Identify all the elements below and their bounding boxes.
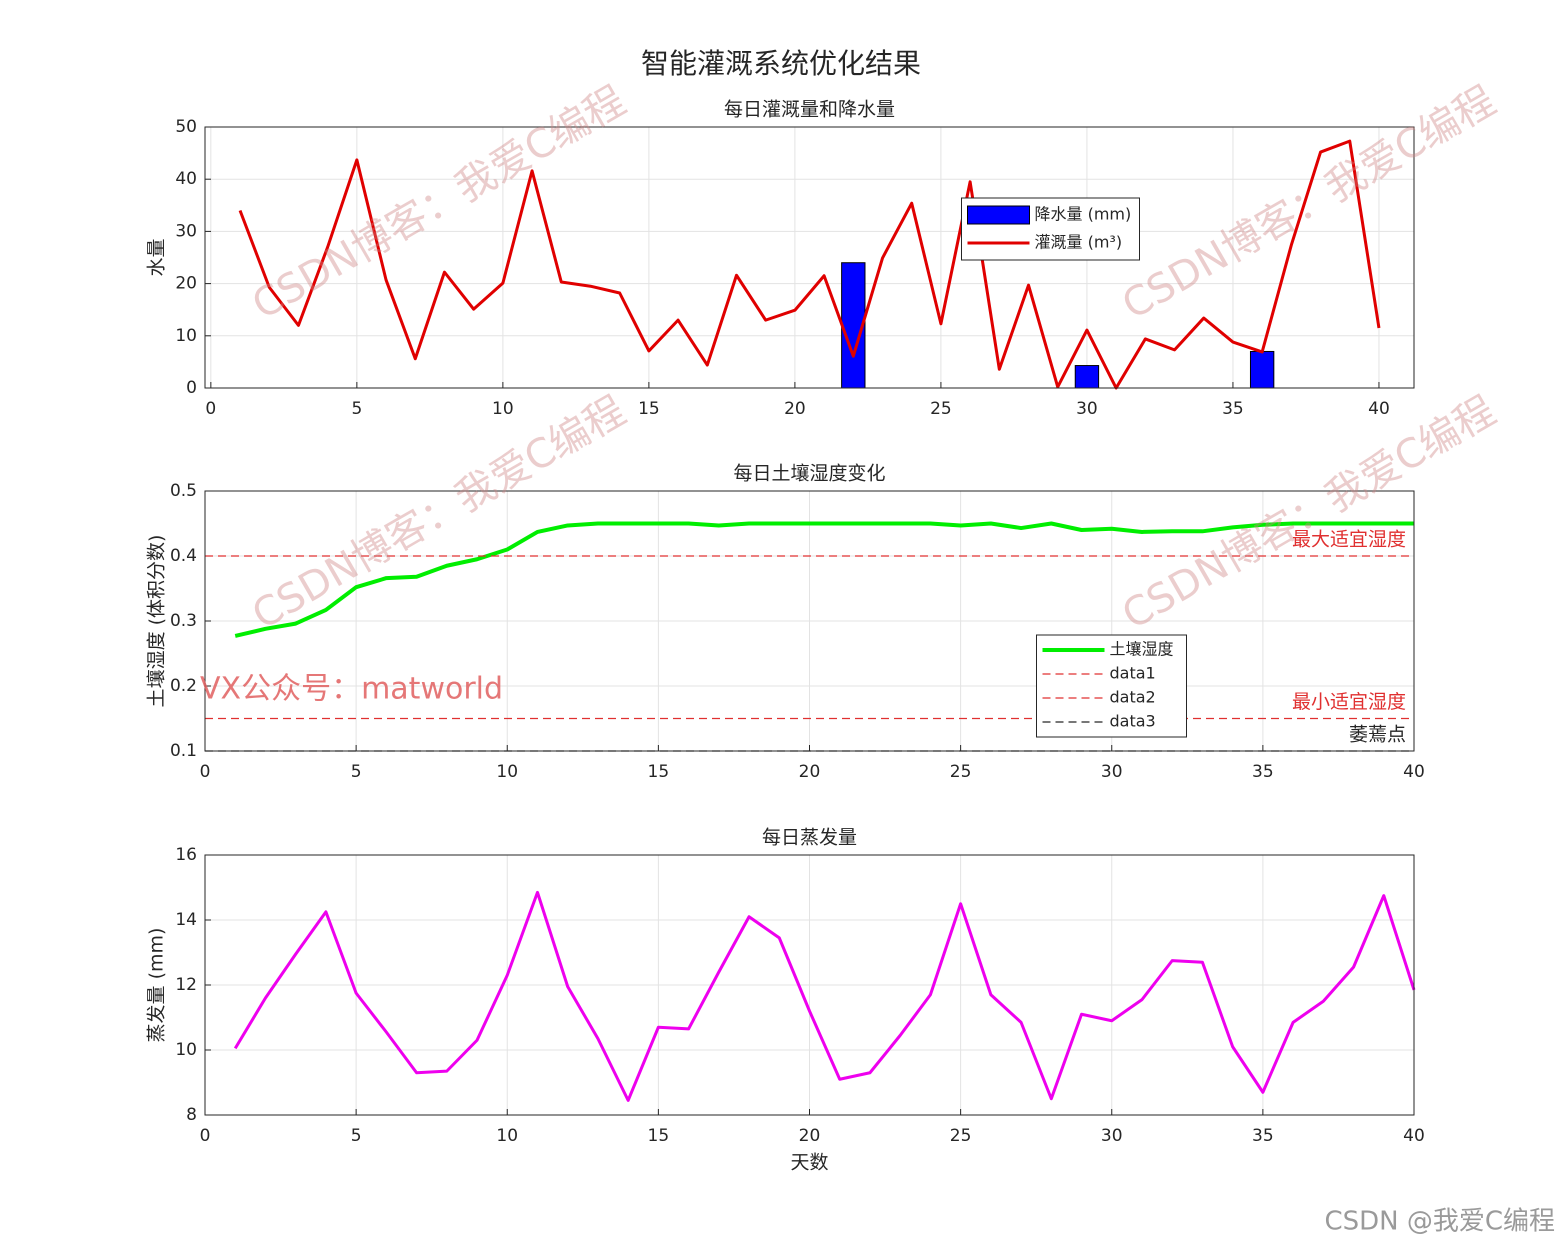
x-tick-label: 5: [351, 762, 362, 782]
legend-label: 土壤湿度: [1110, 640, 1174, 659]
x-tick-label: 0: [205, 399, 216, 419]
x-tick-label: 30: [1076, 399, 1098, 419]
x-tick-label: 5: [351, 1126, 362, 1146]
axes-box: [204, 490, 1415, 752]
x-tick-label: 15: [638, 399, 660, 419]
reference-label: 最小适宜湿度: [1292, 691, 1406, 713]
y-tick-label: 0.5: [170, 481, 197, 501]
axes-box: [204, 126, 1415, 389]
line: [238, 139, 1381, 390]
x-tick-label: 15: [648, 1126, 670, 1146]
x-tick-label: 40: [1368, 399, 1390, 419]
legend-label: data1: [1110, 664, 1156, 683]
watermark: CSDN @我爱C编程: [1324, 1207, 1555, 1237]
figure-title: 智能灌溉系统优化结果: [641, 47, 921, 80]
legend-label: 灌溉量 (m³): [1035, 233, 1123, 252]
bar: [1249, 350, 1275, 389]
y-axis-label: 水量: [146, 238, 168, 276]
x-tick-label: 35: [1252, 762, 1274, 782]
y-tick-label: 20: [175, 274, 197, 294]
reference-label: 萎蔫点: [1349, 724, 1406, 746]
legend-label: 降水量 (mm): [1035, 205, 1132, 224]
axes: 0 5 10 15 20 25 30 35 40 0.1 0.2 0.3 0.4 0.5 每日土壤湿度变化土…: [146, 463, 1425, 783]
y-tick-label: 10: [175, 326, 197, 346]
x-tick-label: 10: [492, 399, 514, 419]
y-tick-label: 16: [175, 845, 197, 865]
y-tick-label: 14: [175, 910, 197, 930]
x-tick-label: 35: [1252, 1126, 1274, 1146]
x-tick-label: 0: [200, 762, 211, 782]
watermark: VX公众号：matworld: [200, 672, 503, 707]
y-tick-label: 0: [186, 378, 197, 398]
x-tick-label: 15: [648, 762, 670, 782]
x-tick-label: 20: [784, 399, 806, 419]
line: [234, 521, 1414, 638]
x-tick-label: 20: [799, 762, 821, 782]
y-axis-label: 蒸发量 (mm): [146, 928, 168, 1043]
x-tick-label: 25: [930, 399, 952, 419]
axes-title: 每日蒸发量: [762, 827, 857, 849]
x-tick-label: 30: [1101, 1126, 1123, 1146]
y-axis-label: 土壤湿度 (体积分数): [146, 535, 168, 708]
y-tick-label: 12: [175, 975, 197, 995]
legend-swatch: [967, 205, 1030, 225]
x-tick-label: 35: [1222, 399, 1244, 419]
x-tick-label: 25: [950, 1126, 972, 1146]
legend: 土壤湿度 data1 data2 data3: [1036, 634, 1187, 738]
x-tick-label: 40: [1403, 1126, 1425, 1146]
y-tick-label: 30: [175, 221, 197, 241]
line: [233, 890, 1416, 1102]
legend-label: data3: [1110, 712, 1156, 731]
reference-label: 最大适宜湿度: [1292, 529, 1406, 551]
y-tick-label: 0.2: [170, 676, 197, 696]
x-tick-label: 5: [351, 399, 362, 419]
y-tick-label: 10: [175, 1040, 197, 1060]
y-tick-label: 40: [175, 169, 197, 189]
axes-title: 每日灌溉量和降水量: [724, 99, 895, 121]
legend-label: data2: [1110, 688, 1156, 707]
x-tick-label: 10: [496, 1126, 518, 1146]
legend: 降水量 (mm) 灌溉量 (m³): [961, 197, 1140, 261]
y-tick-label: 50: [175, 117, 197, 137]
axes-box: [204, 854, 1415, 1116]
x-tick-label: 10: [496, 762, 518, 782]
y-tick-label: 0.4: [170, 546, 197, 566]
x-tick-label: 30: [1101, 762, 1123, 782]
axes-title: 每日土壤湿度变化: [733, 463, 885, 485]
x-tick-label: 40: [1403, 762, 1425, 782]
bar: [1074, 365, 1100, 389]
x-tick-label: 20: [799, 1126, 821, 1146]
y-tick-label: 0.3: [170, 611, 197, 631]
x-tick-label: 25: [950, 762, 972, 782]
plot-area: [205, 127, 1414, 388]
y-tick-label: 8: [186, 1105, 197, 1125]
y-tick-label: 0.1: [170, 741, 197, 761]
x-tick-label: 0: [200, 1126, 211, 1146]
x-axis-label: 天数: [790, 1152, 828, 1174]
